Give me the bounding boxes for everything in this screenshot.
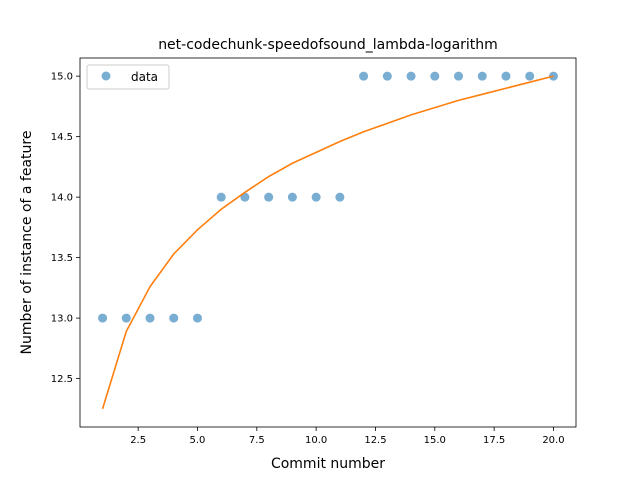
- y-tick-label: 15.0: [51, 72, 73, 83]
- y-tick-label: 14.0: [51, 193, 73, 204]
- data-point: [382, 71, 392, 81]
- x-tick-label: 15.0: [424, 435, 446, 446]
- x-axis-label: Commit number: [271, 456, 385, 472]
- chart-title: net-codechunk-speedofsound_lambda-logari…: [158, 37, 498, 53]
- data-point: [192, 313, 202, 323]
- data-point: [430, 71, 440, 81]
- y-tick-label: 13.0: [51, 314, 73, 325]
- data-point: [501, 71, 511, 81]
- x-tick-label: 20.0: [542, 435, 564, 446]
- data-point: [406, 71, 416, 81]
- x-tick-label: 5.0: [190, 435, 206, 446]
- data-point: [145, 313, 155, 323]
- data-point: [454, 71, 464, 81]
- data-point: [98, 313, 108, 323]
- y-tick-label: 14.5: [51, 132, 73, 143]
- axes-frame: [79, 57, 577, 428]
- data-point: [359, 71, 369, 81]
- data-point: [169, 313, 179, 323]
- data-point: [548, 71, 558, 81]
- legend-box: [86, 64, 170, 90]
- x-tick-label: 10.0: [305, 435, 327, 446]
- data-point: [264, 192, 274, 202]
- plot-area: [98, 71, 558, 410]
- data-point: [525, 71, 535, 81]
- data-point: [287, 192, 297, 202]
- y-axis-label: Number of instance of a feature: [19, 131, 35, 355]
- tick-marks: 2.5 5.0 7.5 10.0 12.5 15.0 17.5 20.0 12.5 13.0 13.…: [51, 72, 565, 446]
- data-point: [216, 192, 226, 202]
- x-tick-label: 12.5: [364, 435, 386, 446]
- x-tick-label: 7.5: [249, 435, 265, 446]
- x-tick-label: 17.5: [483, 435, 505, 446]
- data-point: [121, 313, 131, 323]
- legend: data: [86, 64, 170, 90]
- x-tick-label: 2.5: [130, 435, 146, 446]
- y-tick-label: 12.5: [51, 374, 73, 385]
- data-point: [335, 192, 345, 202]
- data-point: [311, 192, 321, 202]
- y-tick-label: 13.5: [51, 253, 73, 264]
- legend-label-data: data: [131, 70, 158, 84]
- data-point: [240, 192, 250, 202]
- data-point: [477, 71, 487, 81]
- fit-curve-line: [101, 75, 554, 410]
- legend-marker-data: [101, 71, 111, 81]
